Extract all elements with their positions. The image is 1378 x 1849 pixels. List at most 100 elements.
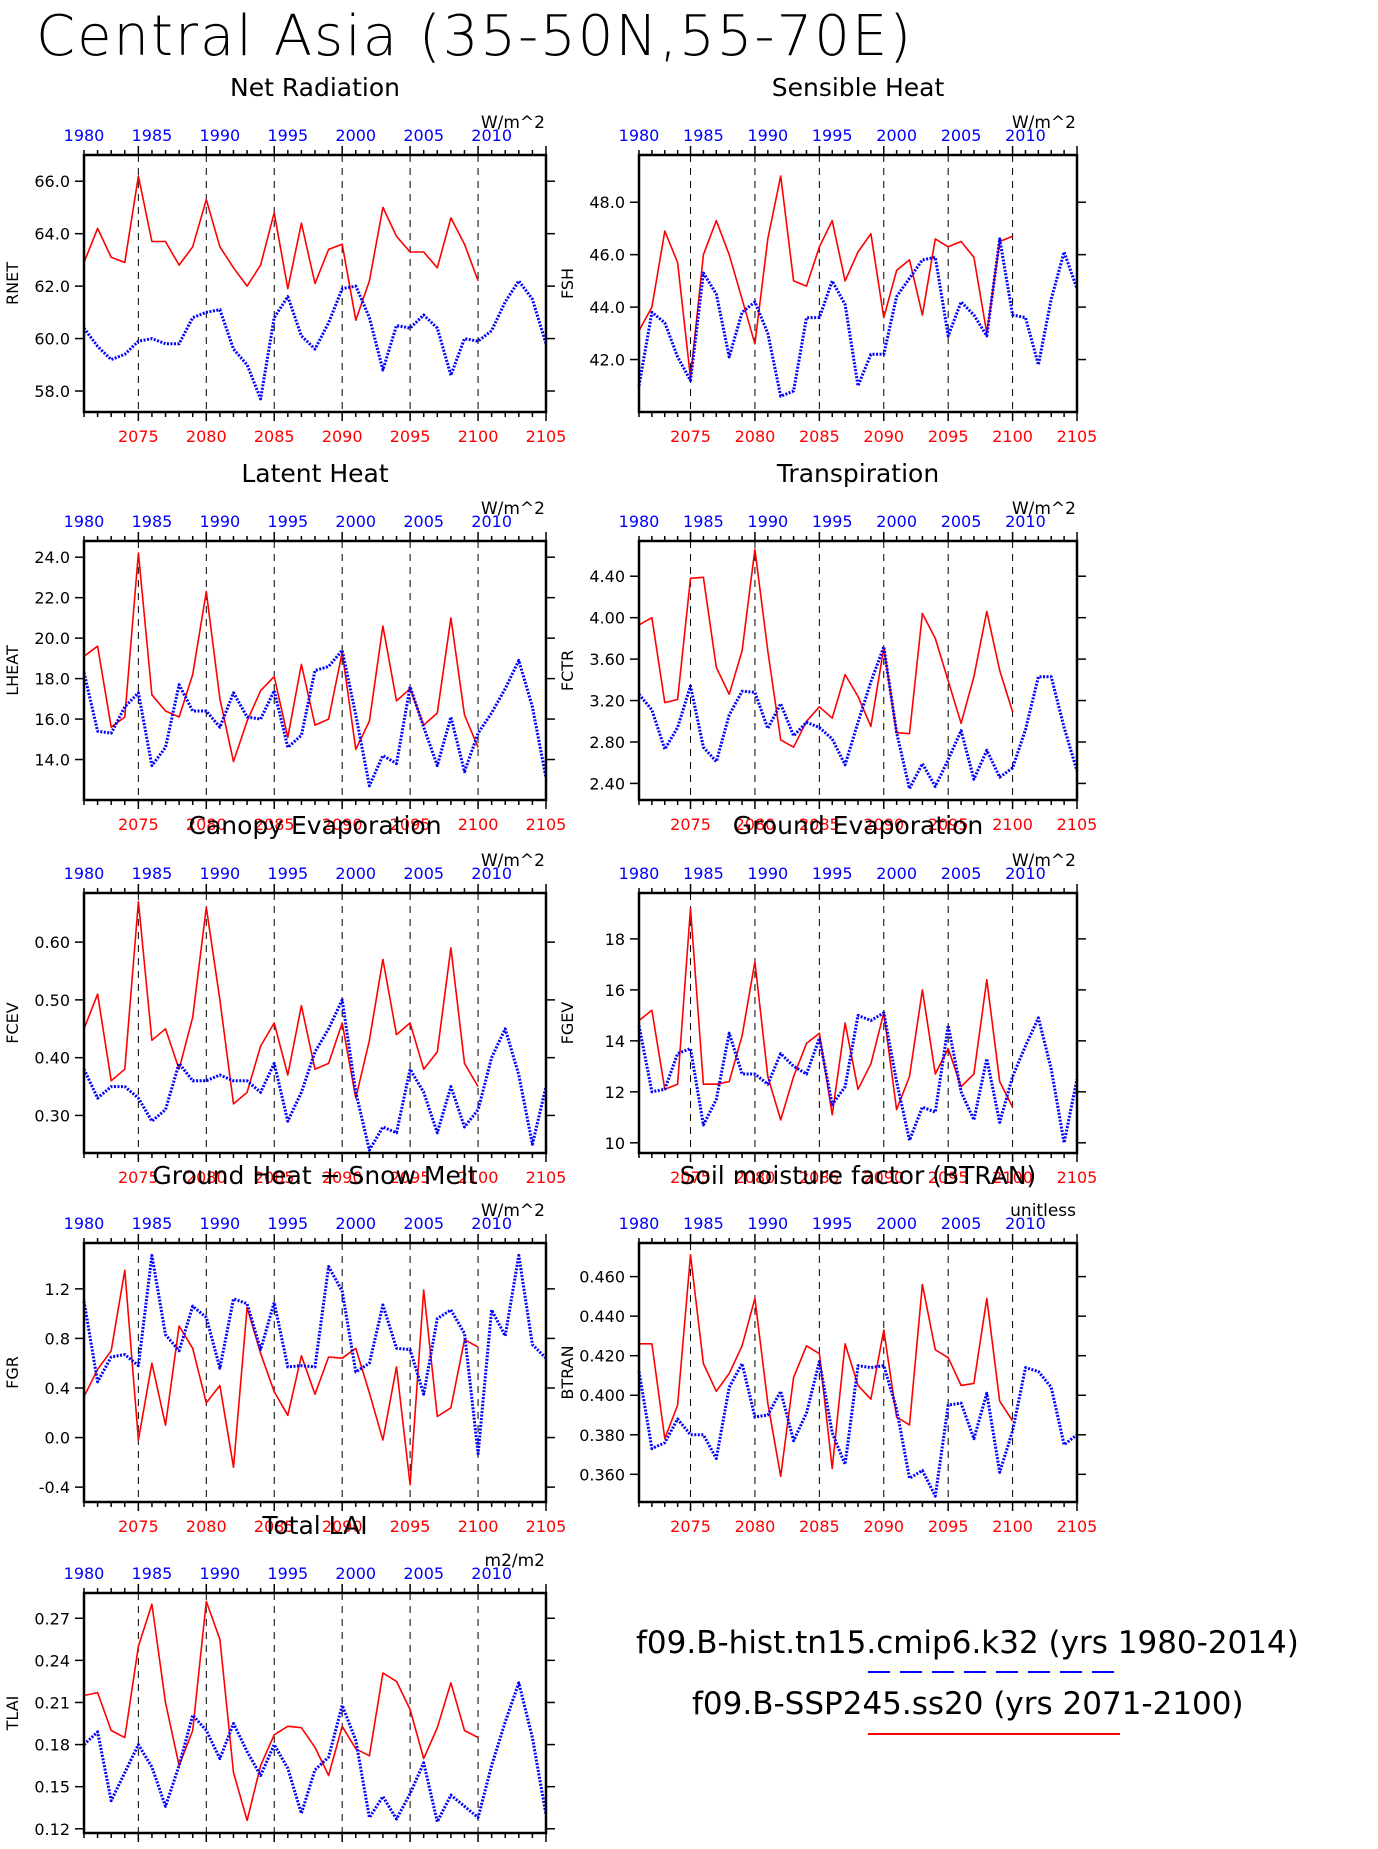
series-line-historical: [637, 1011, 1079, 1145]
y-tick-label: 0.440: [579, 1307, 625, 1326]
x-tick-label-top: 1990: [747, 126, 788, 145]
x-tick-label-top: 1980: [64, 512, 105, 531]
x-tick-label-bottom: 2100: [992, 427, 1033, 446]
y-tick-label: 62.0: [34, 277, 70, 296]
x-tick-label-top: 1980: [619, 126, 660, 145]
x-tick-label-top: 2000: [335, 1214, 376, 1233]
x-tick-label-bottom: 2075: [670, 427, 711, 446]
x-tick-label-top: 1995: [267, 512, 308, 531]
y-tick-label: 0.50: [34, 991, 70, 1010]
x-tick-label-top: 1990: [200, 864, 241, 883]
x-tick-label-top: 2000: [876, 126, 917, 145]
x-tick-label-top: 1985: [132, 864, 173, 883]
series-line-historical: [637, 645, 1079, 791]
y-axis-label: FCTR: [558, 650, 577, 691]
y-axis-label: FSH: [558, 268, 577, 299]
x-tick-label-bottom: 2075: [670, 1168, 711, 1187]
x-tick-label-bottom: 2090: [863, 427, 904, 446]
unit-label: W/m^2: [481, 851, 545, 871]
x-tick-label-bottom: 2105: [1057, 1517, 1098, 1536]
x-tick-label-bottom: 2075: [670, 1517, 711, 1536]
unit-label: unitless: [1010, 1201, 1076, 1221]
y-tick-label: 0.460: [579, 1268, 625, 1287]
x-tick-label-top: 1990: [200, 126, 241, 145]
x-tick-label-top: 2000: [876, 1214, 917, 1233]
y-tick-label: 4.40: [589, 567, 625, 586]
x-tick-label-bottom: 2080: [186, 815, 227, 834]
y-tick-label: 0.4: [45, 1379, 70, 1398]
y-tick-label: 0.420: [579, 1347, 625, 1366]
x-tick-label-top: 2005: [941, 512, 982, 531]
x-tick-label-bottom: 2090: [863, 1517, 904, 1536]
x-tick-label-top: 1990: [200, 512, 241, 531]
x-tick-label-top: 2000: [335, 126, 376, 145]
x-tick-label-bottom: 2085: [799, 427, 840, 446]
series-line-ssp245: [638, 548, 1014, 749]
x-tick-label-top: 2000: [876, 512, 917, 531]
page-title: Central Asia (35-50N,55-70E): [36, 4, 914, 69]
y-tick-label: -0.4: [39, 1478, 70, 1497]
plot-frame: [637, 153, 1079, 414]
y-tick-label: 0.40: [34, 1049, 70, 1068]
y-tick-label: 0.27: [34, 1609, 70, 1628]
panel-fctr: Transpiration W/m^2 2075 2080 2085 2090 2095 21…: [558, 459, 1097, 834]
y-tick-label: 0.24: [34, 1651, 70, 1670]
x-tick-label-top: 1985: [683, 864, 724, 883]
series-line-historical: [637, 1360, 1078, 1498]
panel-fgev: Ground Evaporation W/m^2 2075 2080 2085 2090 2…: [558, 811, 1097, 1187]
x-tick-label-top: 2005: [941, 126, 982, 145]
y-tick-label: 24.0: [34, 548, 70, 567]
x-tick-label-top: 2010: [471, 864, 512, 883]
y-tick-label: 0.60: [34, 933, 70, 952]
y-tick-label: 48.0: [589, 193, 625, 212]
x-tick-label-bottom: 2100: [992, 1517, 1033, 1536]
x-tick-label-bottom: 2085: [254, 815, 295, 834]
series-line-ssp245: [83, 900, 479, 1105]
y-tick-label: 58.0: [34, 382, 70, 401]
panel-title: Latent Heat: [241, 459, 389, 488]
y-tick-label: 0.12: [34, 1820, 70, 1839]
x-tick-label-bottom: 2090: [863, 1168, 904, 1187]
x-tick-label-bottom: 2095: [390, 1168, 431, 1187]
series-line-ssp245: [83, 175, 479, 322]
panel-title: Canopy Evaporation: [188, 811, 441, 840]
x-tick-label-top: 1985: [132, 1214, 173, 1233]
y-tick-label: 4.00: [589, 609, 625, 628]
unit-label: W/m^2: [481, 113, 545, 133]
x-tick-label-top: 2010: [471, 1564, 512, 1583]
panel-title: Soil moisture factor (BTRAN): [680, 1161, 1037, 1190]
x-tick-label-top: 2010: [1005, 1214, 1046, 1233]
x-tick-label-bottom: 2085: [254, 1168, 295, 1187]
y-tick-label: 3.20: [589, 692, 625, 711]
series-line-historical: [637, 237, 1079, 398]
x-tick-label-top: 2010: [471, 126, 512, 145]
y-tick-label: 0.30: [34, 1106, 70, 1125]
x-tick-label-bottom: 2075: [118, 815, 159, 834]
panel-title: Sensible Heat: [772, 73, 945, 102]
x-tick-label-bottom: 2100: [992, 815, 1033, 834]
plot-frame: [82, 153, 548, 414]
y-tick-label: 42.0: [589, 351, 625, 370]
x-tick-label-top: 2005: [403, 1214, 444, 1233]
x-tick-label-top: 1980: [619, 864, 660, 883]
x-tick-label-bottom: 2085: [799, 815, 840, 834]
x-tick-label-bottom: 2095: [390, 815, 431, 834]
x-tick-label-bottom: 2100: [458, 427, 499, 446]
x-tick-label-top: 1995: [267, 126, 308, 145]
x-tick-label-top: 2005: [941, 1214, 982, 1233]
y-tick-label: 0.400: [579, 1386, 625, 1405]
unit-label: W/m^2: [1012, 499, 1076, 519]
series-line-ssp245: [83, 1269, 479, 1486]
panel-tlai: Total LAI m2/m2 2075 2080 2085 2090 2095 2100 21…: [3, 1511, 566, 1849]
x-tick-label-top: 1995: [267, 864, 308, 883]
x-tick-label-top: 2000: [335, 1564, 376, 1583]
y-tick-label: 64.0: [34, 225, 70, 244]
x-tick-label-bottom: 2095: [928, 427, 969, 446]
panel-fcev: Canopy Evaporation W/m^2 2075 2080 2085 2090 2…: [3, 811, 566, 1187]
x-tick-label-bottom: 2080: [735, 815, 776, 834]
x-tick-label-bottom: 2095: [928, 815, 969, 834]
y-tick-label: 0.380: [579, 1426, 625, 1445]
x-tick-label-bottom: 2105: [526, 1517, 567, 1536]
panel-title: Total LAI: [261, 1511, 367, 1540]
panel-title: Net Radiation: [230, 73, 400, 102]
